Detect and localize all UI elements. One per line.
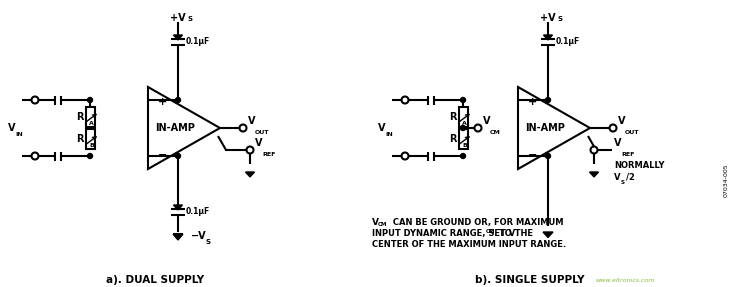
Circle shape (31, 152, 39, 160)
Circle shape (401, 96, 408, 104)
Text: V: V (618, 116, 626, 126)
Polygon shape (543, 35, 553, 40)
Text: CM: CM (490, 130, 501, 135)
Circle shape (545, 98, 550, 102)
Polygon shape (589, 172, 599, 177)
Circle shape (401, 152, 408, 160)
Text: V: V (8, 123, 15, 133)
Text: IN: IN (385, 132, 393, 137)
Circle shape (610, 125, 616, 131)
Polygon shape (245, 172, 255, 177)
Text: S: S (557, 16, 562, 22)
Text: b). SINGLE SUPPLY: b). SINGLE SUPPLY (475, 275, 585, 285)
Text: 0.1μF: 0.1μF (186, 208, 210, 216)
Polygon shape (518, 87, 590, 169)
Text: www.eltronics.com: www.eltronics.com (595, 278, 654, 283)
Text: +V: +V (170, 13, 186, 23)
Text: TO THE: TO THE (496, 229, 533, 238)
Circle shape (247, 146, 253, 154)
Circle shape (88, 98, 92, 102)
Text: a). DUAL SUPPLY: a). DUAL SUPPLY (106, 275, 204, 285)
Circle shape (460, 154, 466, 158)
Text: V: V (255, 138, 263, 148)
Text: OUT: OUT (255, 130, 269, 135)
Circle shape (176, 98, 181, 102)
Polygon shape (173, 234, 183, 240)
Text: B: B (89, 143, 94, 148)
Text: −: − (158, 150, 168, 160)
Circle shape (239, 125, 247, 131)
Text: R: R (449, 134, 457, 144)
Text: V: V (483, 116, 490, 126)
Text: CAN BE GROUND OR, FOR MAXIMUM: CAN BE GROUND OR, FOR MAXIMUM (390, 218, 564, 227)
Text: 0.1μF: 0.1μF (556, 38, 580, 46)
Text: S: S (621, 180, 625, 185)
Text: INPUT DYNAMIC RANGE, SET V: INPUT DYNAMIC RANGE, SET V (372, 229, 515, 238)
Text: B: B (462, 143, 467, 148)
Text: R: R (77, 112, 84, 122)
Circle shape (591, 146, 597, 154)
Polygon shape (148, 87, 220, 169)
Text: REF: REF (262, 152, 275, 157)
Bar (458, 107, 468, 127)
Bar (458, 129, 468, 149)
Text: A: A (462, 121, 467, 126)
Text: −V: −V (191, 231, 206, 241)
Text: CM: CM (378, 222, 387, 226)
Text: IN-AMP: IN-AMP (155, 123, 195, 133)
Text: A: A (89, 121, 94, 126)
Text: V: V (614, 138, 621, 148)
Text: CM: CM (486, 229, 496, 234)
Text: S: S (206, 239, 211, 245)
Circle shape (460, 125, 466, 131)
Polygon shape (173, 35, 182, 40)
Text: 07034-005: 07034-005 (723, 163, 728, 197)
Circle shape (474, 125, 482, 131)
Text: REF: REF (621, 152, 635, 157)
Polygon shape (173, 205, 182, 210)
Text: +: + (158, 97, 167, 107)
Bar (86, 129, 94, 149)
Text: +: + (528, 97, 537, 107)
Text: CENTER OF THE MAXIMUM INPUT RANGE.: CENTER OF THE MAXIMUM INPUT RANGE. (372, 240, 566, 249)
Circle shape (176, 154, 181, 158)
Text: R: R (449, 112, 457, 122)
Text: −: − (528, 150, 537, 160)
Circle shape (545, 154, 550, 158)
Text: /2: /2 (626, 172, 635, 181)
Polygon shape (543, 232, 553, 238)
Text: V: V (372, 218, 379, 227)
Text: NORMALLY: NORMALLY (614, 162, 665, 170)
Text: IN: IN (15, 132, 23, 137)
Text: V: V (378, 123, 386, 133)
Text: +V: +V (540, 13, 556, 23)
Circle shape (460, 98, 466, 102)
Circle shape (31, 96, 39, 104)
Text: V: V (614, 172, 621, 181)
Text: 0.1μF: 0.1μF (186, 38, 210, 46)
Text: OUT: OUT (625, 130, 640, 135)
Text: R: R (77, 134, 84, 144)
Circle shape (88, 154, 92, 158)
Bar (86, 107, 94, 127)
Text: S: S (187, 16, 192, 22)
Text: IN-AMP: IN-AMP (526, 123, 565, 133)
Text: V: V (248, 116, 255, 126)
